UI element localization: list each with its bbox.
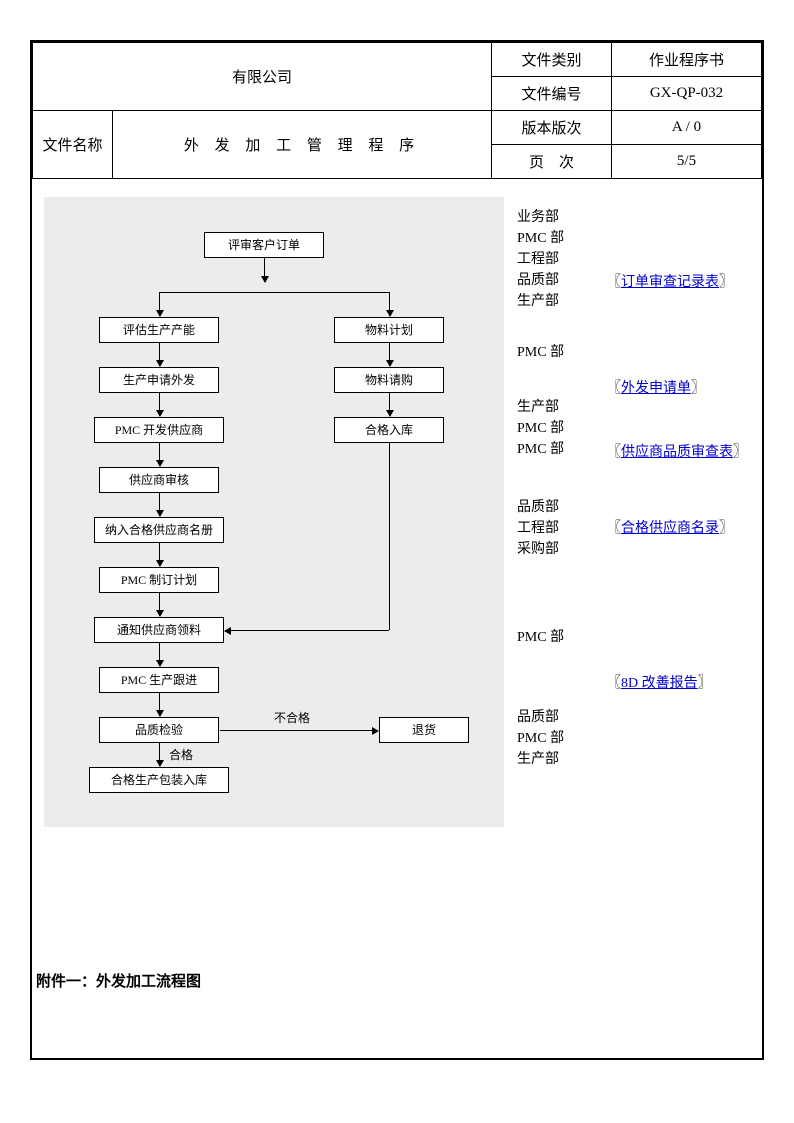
flow-node-n12: PMC 生产跟进 bbox=[99, 667, 219, 693]
body-area: 不合格 合格 评审客户订单评估生产产能 物料计划生产申请外发 物料请购 PMC 开发供… bbox=[32, 179, 762, 1069]
doc-bracket: 〖 bbox=[607, 445, 621, 460]
doc-ref-1: 〖外发申请单〗 bbox=[607, 377, 705, 397]
doc-link[interactable]: 8D 改善报告 bbox=[621, 676, 698, 691]
doc-name-value: 外 发 加 工 管 理 程 序 bbox=[113, 111, 492, 179]
doc-number-value: GX-QP-032 bbox=[612, 77, 762, 111]
doc-link[interactable]: 合格供应商名录 bbox=[621, 521, 719, 536]
dept-line: PMC 部 bbox=[517, 627, 564, 648]
connector-line bbox=[159, 292, 389, 293]
doc-ref-3: 〖合格供应商名录〗 bbox=[607, 517, 733, 537]
flow-node-n11: 通知供应商领料 bbox=[94, 617, 224, 643]
dept-line: PMC 部 bbox=[517, 439, 564, 460]
doc-link[interactable]: 外发申请单 bbox=[621, 381, 691, 396]
dept-block-5: 品质部PMC 部生产部 bbox=[517, 707, 564, 770]
doc-name-label: 文件名称 bbox=[33, 111, 113, 179]
doc-bracket: 〗 bbox=[691, 381, 705, 396]
arrow bbox=[159, 743, 160, 766]
doc-ref-2: 〖供应商品质审查表〗 bbox=[607, 441, 747, 461]
doc-bracket: 〖 bbox=[607, 275, 621, 290]
doc-bracket: 〖 bbox=[607, 676, 621, 691]
dept-line: PMC 部 bbox=[517, 728, 564, 749]
arrow bbox=[389, 393, 390, 416]
arrow bbox=[159, 292, 160, 316]
doc-bracket: 〗 bbox=[698, 676, 712, 691]
flow-node-n13: 品质检验 bbox=[99, 717, 219, 743]
dept-line: 生产部 bbox=[517, 291, 564, 312]
dept-line: PMC 部 bbox=[517, 418, 564, 439]
flow-node-n6: PMC 开发供应商 bbox=[94, 417, 224, 443]
doc-link[interactable]: 供应商品质审查表 bbox=[621, 445, 733, 460]
arrow bbox=[220, 730, 378, 731]
flow-node-n9: 纳入合格供应商名册 bbox=[94, 517, 224, 543]
attachment-caption: 附件一：外发加工流程图 bbox=[36, 970, 201, 991]
flow-node-n10: PMC 制订计划 bbox=[99, 567, 219, 593]
doc-number-label: 文件编号 bbox=[492, 77, 612, 111]
dept-block-4: PMC 部 bbox=[517, 627, 564, 648]
dept-block-3: 品质部工程部采购部 bbox=[517, 497, 559, 560]
doc-bracket: 〗 bbox=[733, 445, 747, 460]
flow-node-n3: 物料计划 bbox=[334, 317, 444, 343]
doc-bracket: 〖 bbox=[607, 521, 621, 536]
arrow bbox=[264, 258, 265, 282]
dept-block-0: 业务部PMC 部工程部品质部生产部 bbox=[517, 207, 564, 312]
dept-line: 品质部 bbox=[517, 270, 564, 291]
connector-line bbox=[389, 443, 390, 630]
doc-link[interactable]: 订单审查记录表 bbox=[621, 275, 719, 290]
doc-ref-4: 〖8D 改善报告〗 bbox=[607, 672, 712, 692]
dept-block-1: PMC 部 bbox=[517, 342, 564, 363]
doc-category-value: 作业程序书 bbox=[612, 43, 762, 77]
flowchart-region: 不合格 合格 评审客户订单评估生产产能 物料计划生产申请外发 物料请购 PMC 开发供… bbox=[44, 197, 504, 827]
page-label: 页 次 bbox=[492, 145, 612, 179]
arrow bbox=[225, 630, 389, 631]
arrow bbox=[159, 593, 160, 616]
page-value: 5/5 bbox=[612, 145, 762, 179]
doc-bracket: 〖 bbox=[607, 381, 621, 396]
doc-ref-0: 〖订单审查记录表〗 bbox=[607, 271, 733, 291]
page-frame: 有限公司 文件类别 作业程序书 文件编号 GX-QP-032 文件名称 外 发 … bbox=[30, 40, 764, 1060]
flow-node-n2: 评估生产产能 bbox=[99, 317, 219, 343]
flow-node-n5: 物料请购 bbox=[334, 367, 444, 393]
dept-line: 工程部 bbox=[517, 249, 564, 270]
arrow bbox=[159, 693, 160, 716]
flow-node-n1: 评审客户订单 bbox=[204, 232, 324, 258]
dept-line: 工程部 bbox=[517, 518, 559, 539]
dept-line: 品质部 bbox=[517, 497, 559, 518]
dept-block-2: 生产部PMC 部PMC 部 bbox=[517, 397, 564, 460]
company-name: 有限公司 bbox=[33, 43, 492, 111]
header-table: 有限公司 文件类别 作业程序书 文件编号 GX-QP-032 文件名称 外 发 … bbox=[32, 42, 762, 179]
dept-line: 业务部 bbox=[517, 207, 564, 228]
doc-category-label: 文件类别 bbox=[492, 43, 612, 77]
dept-line: 采购部 bbox=[517, 539, 559, 560]
dept-line: PMC 部 bbox=[517, 342, 564, 363]
doc-bracket: 〗 bbox=[719, 275, 733, 290]
arrow bbox=[159, 543, 160, 566]
dept-line: 生产部 bbox=[517, 397, 564, 418]
arrow bbox=[159, 343, 160, 366]
arrow bbox=[159, 493, 160, 516]
dept-line: 生产部 bbox=[517, 749, 564, 770]
dept-line: 品质部 bbox=[517, 707, 564, 728]
flow-label-pass: 合格 bbox=[169, 746, 193, 763]
flow-node-n7: 合格入库 bbox=[334, 417, 444, 443]
flow-label-fail: 不合格 bbox=[274, 709, 310, 726]
doc-bracket: 〗 bbox=[719, 521, 733, 536]
flow-node-n8: 供应商审核 bbox=[99, 467, 219, 493]
flow-node-n14: 退货 bbox=[379, 717, 469, 743]
arrow bbox=[159, 643, 160, 666]
arrow bbox=[389, 343, 390, 366]
dept-line: PMC 部 bbox=[517, 228, 564, 249]
flow-node-n4: 生产申请外发 bbox=[99, 367, 219, 393]
arrow bbox=[159, 393, 160, 416]
arrow bbox=[159, 443, 160, 466]
version-value: A / 0 bbox=[612, 111, 762, 145]
arrow bbox=[389, 292, 390, 316]
flow-node-n15: 合格生产包装入库 bbox=[89, 767, 229, 793]
version-label: 版本版次 bbox=[492, 111, 612, 145]
